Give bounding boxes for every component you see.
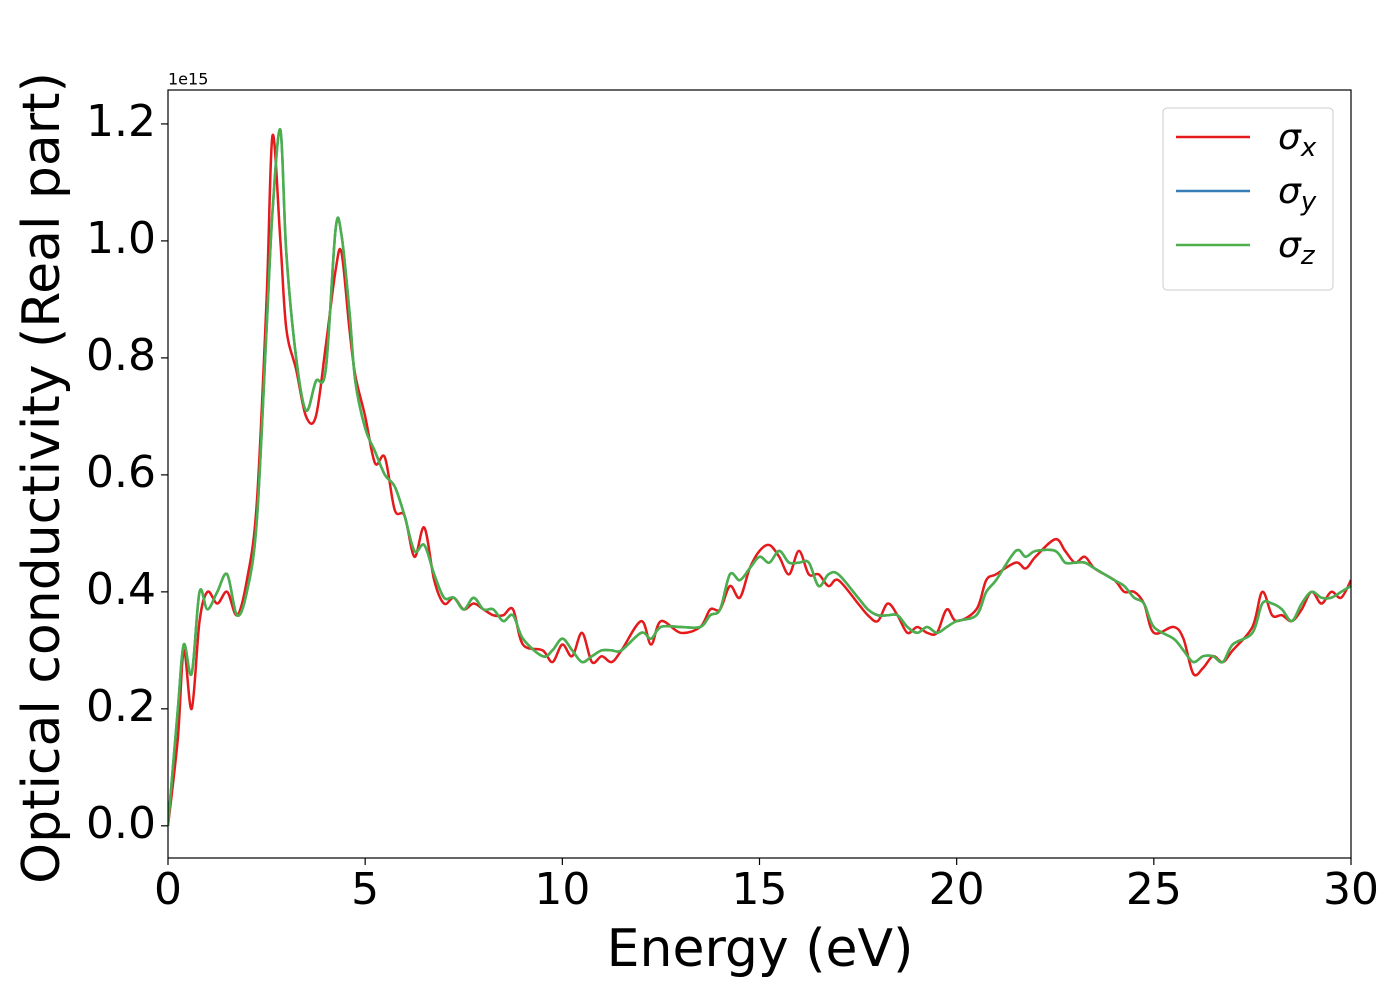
y-tick-label: 0.0 xyxy=(86,798,156,849)
x-tick-label: 30 xyxy=(1323,864,1379,915)
series-line xyxy=(168,128,1351,826)
y-tick-label: 0.4 xyxy=(86,564,156,615)
x-tick-label: 10 xyxy=(534,864,590,915)
y-tick-label: 0.2 xyxy=(86,681,156,732)
x-tick-label: 20 xyxy=(929,864,985,915)
x-axis-label: Energy (eV) xyxy=(607,919,914,979)
x-tick-label: 0 xyxy=(154,864,182,915)
offset-label: 1e15 xyxy=(168,70,208,89)
y-tick-label: 1.0 xyxy=(86,213,156,264)
y-axis-label: Optical conductivity (Real part) xyxy=(12,72,72,884)
legend-label: σy xyxy=(1278,171,1317,217)
plot-area xyxy=(168,128,1351,826)
y-tick-label: 0.6 xyxy=(86,447,156,498)
y-tick-label: 0.8 xyxy=(86,330,156,381)
legend-label: σx xyxy=(1278,117,1317,163)
legend-label: σz xyxy=(1278,225,1316,271)
y-tick-label: 1.2 xyxy=(86,96,156,147)
legend: σx σy σz xyxy=(1162,107,1334,291)
x-tick-label: 5 xyxy=(351,864,379,915)
x-tick-label: 15 xyxy=(732,864,788,915)
x-tick-label: 25 xyxy=(1126,864,1182,915)
